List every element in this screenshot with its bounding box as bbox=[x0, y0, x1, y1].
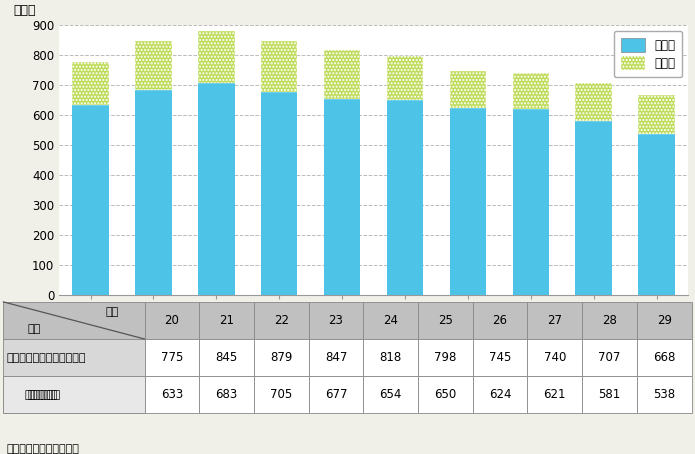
Bar bbox=[72, 63, 108, 105]
Bar bbox=[639, 94, 675, 133]
Text: 798: 798 bbox=[434, 351, 457, 364]
Bar bbox=[145, 376, 199, 413]
Text: 注：数値は、各年末現在: 注：数値は、各年末現在 bbox=[7, 444, 80, 454]
Text: うち外国人: うち外国人 bbox=[28, 390, 60, 400]
Text: 年次: 年次 bbox=[106, 307, 119, 317]
Bar bbox=[582, 302, 637, 339]
Bar bbox=[418, 376, 473, 413]
Bar bbox=[450, 108, 486, 295]
Bar bbox=[136, 41, 172, 90]
Bar bbox=[513, 109, 549, 295]
Bar bbox=[637, 302, 692, 339]
Bar bbox=[528, 376, 582, 413]
Bar bbox=[3, 376, 145, 413]
Bar bbox=[136, 90, 172, 295]
Bar bbox=[324, 99, 360, 295]
Bar bbox=[3, 302, 145, 339]
Text: 847: 847 bbox=[325, 351, 348, 364]
Bar bbox=[254, 302, 309, 339]
Bar bbox=[363, 339, 418, 376]
Bar bbox=[473, 376, 528, 413]
Text: 26: 26 bbox=[493, 314, 507, 327]
Bar bbox=[324, 49, 360, 99]
Bar bbox=[254, 339, 309, 376]
Text: 668: 668 bbox=[653, 351, 676, 364]
Text: 707: 707 bbox=[598, 351, 621, 364]
Bar bbox=[309, 376, 363, 413]
Bar bbox=[528, 339, 582, 376]
Y-axis label: （人）: （人） bbox=[13, 4, 35, 17]
Text: 650: 650 bbox=[434, 388, 457, 401]
Text: 25: 25 bbox=[438, 314, 453, 327]
Text: 845: 845 bbox=[215, 351, 238, 364]
Bar bbox=[450, 71, 486, 108]
Bar bbox=[199, 376, 254, 413]
Bar bbox=[363, 302, 418, 339]
Bar bbox=[261, 41, 297, 92]
Text: 20: 20 bbox=[165, 314, 179, 327]
Bar bbox=[473, 302, 528, 339]
Bar bbox=[198, 31, 234, 84]
Text: 区分: 区分 bbox=[28, 324, 41, 334]
Text: 23: 23 bbox=[329, 314, 343, 327]
Bar bbox=[198, 84, 234, 295]
Bar bbox=[145, 339, 199, 376]
Bar bbox=[418, 302, 473, 339]
Text: 28: 28 bbox=[602, 314, 617, 327]
Bar bbox=[575, 83, 612, 121]
Bar bbox=[309, 339, 363, 376]
Bar bbox=[575, 121, 612, 295]
Bar bbox=[528, 302, 582, 339]
Bar bbox=[199, 302, 254, 339]
Bar bbox=[637, 339, 692, 376]
Text: 705: 705 bbox=[270, 388, 293, 401]
Bar bbox=[363, 376, 418, 413]
Text: 740: 740 bbox=[543, 351, 566, 364]
Text: 27: 27 bbox=[547, 314, 562, 327]
Text: 21: 21 bbox=[219, 314, 234, 327]
Bar bbox=[145, 302, 199, 339]
Bar bbox=[21, 376, 145, 413]
Bar bbox=[254, 376, 309, 413]
Bar bbox=[3, 339, 145, 376]
Bar bbox=[513, 73, 549, 109]
Bar bbox=[309, 302, 363, 339]
Text: 538: 538 bbox=[653, 388, 676, 401]
Text: うち外国人: うち外国人 bbox=[24, 390, 57, 400]
Bar bbox=[582, 339, 637, 376]
Text: 29: 29 bbox=[657, 314, 671, 327]
Bar bbox=[473, 339, 528, 376]
Text: 国外逃亡被疑者等数（人）: 国外逃亡被疑者等数（人） bbox=[7, 352, 86, 363]
Text: 879: 879 bbox=[270, 351, 293, 364]
Bar bbox=[3, 376, 21, 413]
Text: 24: 24 bbox=[383, 314, 398, 327]
Text: 677: 677 bbox=[325, 388, 348, 401]
Text: 745: 745 bbox=[489, 351, 512, 364]
Text: 818: 818 bbox=[379, 351, 402, 364]
Bar bbox=[582, 376, 637, 413]
Legend: 外国人, 日本人: 外国人, 日本人 bbox=[614, 31, 682, 77]
Text: 654: 654 bbox=[379, 388, 402, 401]
Bar bbox=[387, 100, 423, 295]
Bar bbox=[639, 133, 675, 295]
Bar bbox=[72, 105, 108, 295]
Bar bbox=[637, 376, 692, 413]
Bar bbox=[199, 339, 254, 376]
Bar bbox=[418, 339, 473, 376]
Bar bbox=[261, 92, 297, 295]
Bar bbox=[387, 55, 423, 100]
Text: 621: 621 bbox=[543, 388, 566, 401]
Text: 22: 22 bbox=[274, 314, 289, 327]
Text: 581: 581 bbox=[598, 388, 621, 401]
Text: 775: 775 bbox=[161, 351, 183, 364]
Text: 624: 624 bbox=[489, 388, 512, 401]
Text: 683: 683 bbox=[215, 388, 238, 401]
Text: 633: 633 bbox=[161, 388, 183, 401]
